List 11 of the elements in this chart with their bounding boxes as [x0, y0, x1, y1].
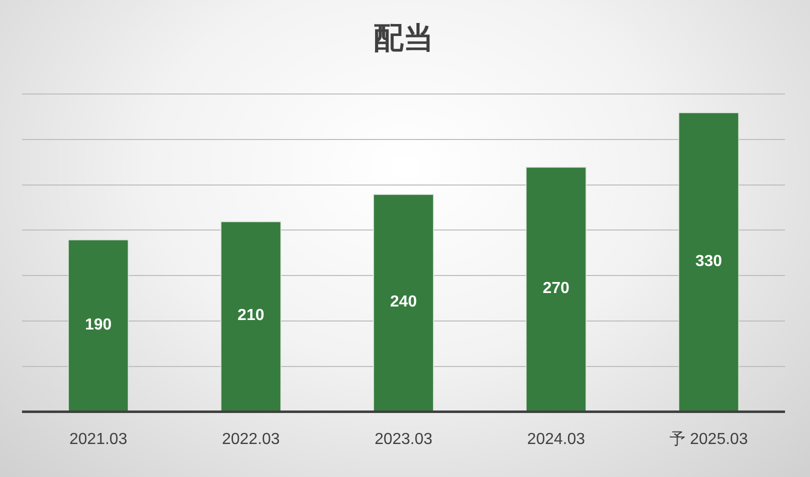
- x-tick-label: 予 2025.03: [670, 430, 748, 448]
- x-tick-label: 2022.03: [222, 430, 280, 448]
- x-tick-label: 2021.03: [69, 430, 128, 448]
- data-label: 190: [84, 316, 112, 334]
- data-label: 330: [695, 252, 722, 270]
- x-tick-label: 2024.03: [527, 430, 586, 448]
- data-label: 270: [542, 280, 570, 297]
- data-label: 210: [238, 307, 264, 324]
- x-tick-label: 2023.03: [374, 430, 433, 448]
- chart-title: 配当: [374, 20, 434, 56]
- data-label: 240: [390, 294, 417, 311]
